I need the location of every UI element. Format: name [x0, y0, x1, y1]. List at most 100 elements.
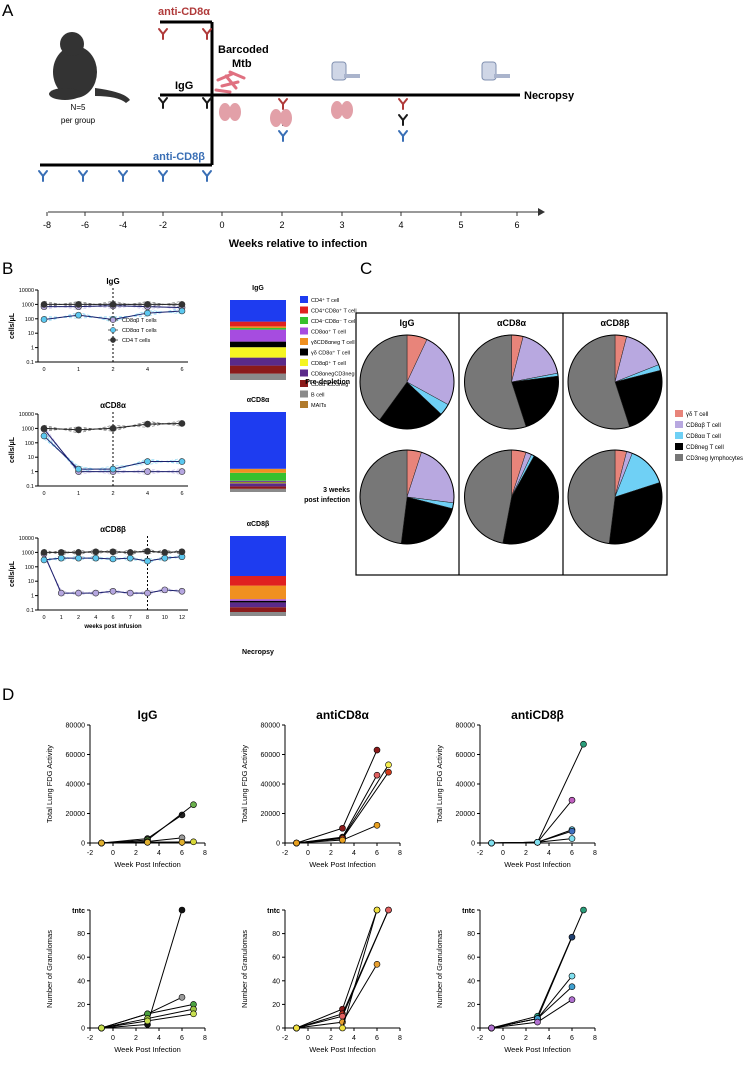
- data-point: [75, 554, 82, 562]
- data-point: [40, 556, 48, 564]
- x-tick-label: 0: [42, 367, 45, 373]
- data-point: [40, 432, 48, 440]
- bar-segment: [230, 472, 286, 481]
- individual-line: [43, 302, 183, 307]
- individual-line: [43, 307, 183, 319]
- series-line: [296, 824, 378, 844]
- x-tick-label: 1: [60, 615, 63, 621]
- y-tick-label: 40: [272, 978, 280, 985]
- lung-right: [280, 109, 292, 127]
- data-point: [178, 906, 186, 914]
- y-axis-label: Total Lung FDG Activity: [45, 745, 54, 823]
- series-line: [296, 774, 378, 844]
- data-point: [57, 589, 65, 597]
- y-tick-label: 100: [25, 317, 34, 323]
- y-tick-label: 1000: [22, 550, 34, 556]
- y-tick-label: 10000: [19, 288, 34, 294]
- antibody-shape: [158, 170, 168, 182]
- y-tick-label: 1: [31, 594, 34, 600]
- x-tick-label: 2: [524, 1035, 528, 1042]
- data-point: [293, 839, 300, 847]
- pie-legend-label: CD3neg lymphocytes: [686, 456, 743, 462]
- lung-left: [219, 103, 231, 121]
- n-label: N=5: [71, 103, 86, 112]
- bar-segment: [230, 341, 286, 348]
- tntc-label: tntc: [267, 908, 280, 915]
- tntc-label: tntc: [72, 908, 85, 915]
- bar-title: IgG: [252, 285, 264, 292]
- antibody-icon: [118, 170, 128, 182]
- antibody-shape: [202, 28, 212, 40]
- data-point: [75, 301, 82, 308]
- x-tick-label: 0: [42, 615, 45, 621]
- data-point: [126, 554, 134, 562]
- bar-segment: [230, 347, 286, 358]
- y-tick-label: 60: [467, 955, 475, 962]
- x-axis-label: weeks post infusion: [83, 624, 142, 630]
- x-axis-label: Week Post Infection: [309, 860, 376, 869]
- data-point: [178, 420, 186, 427]
- necropsy-label: Necropsy: [242, 649, 274, 656]
- chart-title: IgG: [106, 277, 119, 286]
- y-tick-label: 1: [31, 346, 34, 352]
- data-point: [144, 557, 151, 565]
- x-tick-label: 4: [146, 367, 149, 373]
- bar-legend-label: γδ CD8α⁺ T cell: [311, 350, 350, 357]
- x-tick-label: 4: [352, 1035, 356, 1042]
- necropsy-label: Necropsy: [524, 90, 575, 102]
- bar-title: αCD8α: [247, 397, 270, 404]
- x-tick-label: 12: [179, 615, 185, 621]
- individual-line: [43, 425, 183, 476]
- data-point: [144, 468, 151, 475]
- x-tick-label: 2: [134, 1035, 138, 1042]
- data-point: [161, 549, 169, 556]
- data-point: [385, 906, 392, 914]
- bar-legend-label: CD8αα⁺ T cell: [311, 329, 346, 336]
- y-tick-label: 0: [276, 841, 280, 848]
- data-point: [190, 838, 197, 846]
- y-tick-label: 20000: [456, 811, 476, 818]
- bar-segment: [230, 328, 286, 330]
- panel-label-d: D: [2, 685, 14, 704]
- x-tick-label: 2: [524, 850, 528, 857]
- y-tick-label: 100: [25, 441, 34, 447]
- series-line: [491, 799, 573, 844]
- y-axis-label: cells/μL: [9, 312, 16, 339]
- data-point: [144, 309, 151, 317]
- bar-segment: [230, 481, 286, 483]
- bar-segment: [230, 536, 286, 576]
- pie-slice: [359, 449, 408, 544]
- timeline-tick-label: -8: [43, 220, 51, 230]
- data-point: [57, 554, 65, 562]
- mtb-label: Mtb: [232, 58, 252, 70]
- x-tick-label: 8: [398, 1035, 402, 1042]
- x-tick-label: 7: [129, 615, 132, 621]
- x-tick-label: 2: [134, 850, 138, 857]
- y-tick-label: 0: [471, 841, 475, 848]
- series-line: [296, 771, 389, 844]
- bar-legend-label: CD4⁺CD8α⁺ T cell: [311, 308, 357, 315]
- data-point: [109, 587, 117, 595]
- x-tick-label: 8: [146, 615, 149, 621]
- data-point: [568, 972, 576, 980]
- bar-legend-label: γδCD8αneg T cell: [311, 340, 355, 346]
- antibody-icon: [38, 170, 48, 182]
- bar-segment: [230, 321, 286, 327]
- y-tick-label: 0.1: [26, 360, 34, 366]
- timeline-tick-labels: -8 -6 -4 -2 0 2 3 4 5 6: [43, 212, 520, 230]
- data-point: [373, 906, 381, 914]
- data-point: [144, 458, 151, 465]
- pie-chart: [464, 449, 559, 545]
- y-tick-label: 40000: [456, 782, 476, 789]
- data-point: [373, 771, 381, 779]
- y-tick-label: 1000: [22, 426, 34, 432]
- legend-marker: [110, 317, 116, 323]
- y-tick-label: 40: [77, 978, 85, 985]
- y-axis-label: Number of Granulomas: [45, 930, 54, 1008]
- panel-a-timeline: N=5 per group anti-CD8α IgG anti-CD8β Ba…: [38, 6, 575, 250]
- y-tick-label: 20: [467, 1002, 475, 1009]
- data-point: [144, 420, 151, 428]
- data-point: [385, 768, 392, 776]
